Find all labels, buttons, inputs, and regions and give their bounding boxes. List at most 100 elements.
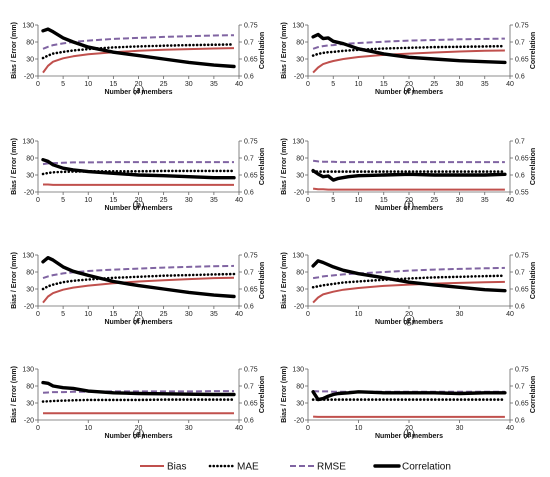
x-tick-label: 15 (380, 81, 388, 88)
x-tick-label: 30 (456, 197, 464, 204)
y-tick-label: -20 (294, 304, 304, 311)
series-line-correlation (41, 256, 236, 299)
x-tick-label: 25 (160, 311, 168, 318)
x-tick-label: 35 (210, 197, 218, 204)
series-line-mae (311, 44, 507, 57)
legend-label: Correlation (402, 462, 451, 473)
series-line-bias (312, 49, 505, 74)
y-tick-label: -20 (24, 304, 34, 311)
x-tick-label: 25 (430, 81, 438, 88)
chart-panel: -20 30 80 130 0.6 0.65 0.7 0.75 0 5 10 15 20 25 30 35 40… (281, 22, 537, 96)
y2-tick-label: 0.65 (515, 156, 529, 163)
y-tick-label: 30 (296, 401, 304, 408)
y2-axis-title: Correlation (530, 148, 537, 185)
legend-item-mae: MAE (208, 462, 259, 473)
series-line-rmse (312, 266, 505, 280)
x-axis-title: Number of members (104, 319, 172, 326)
x-tick-label: 20 (405, 197, 413, 204)
y-tick-label: -20 (294, 74, 304, 81)
x-tick-label: 40 (506, 425, 514, 432)
y-tick-label: 30 (26, 57, 34, 64)
x-tick-label: 20 (405, 311, 413, 318)
y2-tick-label: 0.65 (244, 401, 258, 408)
x-tick-label: 20 (135, 425, 143, 432)
x-tick-label: 35 (481, 197, 489, 204)
y2-tick-label: 0.65 (244, 57, 258, 64)
x-tick-label: 0 (36, 81, 40, 88)
x-tick-label: 30 (456, 81, 464, 88)
x-tick-label: 5 (331, 197, 335, 204)
x-tick-label: 40 (506, 311, 514, 318)
y2-axis-title: Correlation (530, 262, 537, 299)
x-axis-title: Number of members (104, 433, 172, 440)
x-tick-label: 30 (185, 197, 193, 204)
legend-label: Bias (167, 462, 186, 473)
y2-tick-label: 0.6 (244, 190, 254, 197)
x-tick-label: 10 (84, 311, 92, 318)
series-line-bias (312, 187, 505, 191)
x-axis-title: Number of members (104, 89, 172, 96)
y2-tick-label: 0.75 (515, 367, 529, 374)
y-tick-label: 80 (26, 40, 34, 47)
chart-panel: -20 30 80 130 0.6 0.65 0.7 0.75 0 10 20 30 40 Number … (281, 252, 537, 326)
series-line-bias (42, 47, 235, 74)
series-line-rmse (42, 264, 235, 280)
x-tick-label: 35 (210, 311, 218, 318)
y2-tick-label: 0.6 (515, 418, 525, 425)
panel-label: (e) (403, 85, 414, 96)
x-tick-label: 0 (36, 425, 40, 432)
panel-label: (f) (404, 200, 414, 211)
y2-tick-label: 0.75 (244, 23, 258, 30)
y2-axis-title: Correlation (530, 376, 537, 413)
x-tick-label: 20 (405, 81, 413, 88)
x-tick-label: 30 (456, 311, 464, 318)
series-line-correlation (311, 259, 507, 293)
x-tick-label: 40 (235, 425, 243, 432)
y2-tick-label: 0.65 (515, 57, 529, 64)
y2-axis-title: Correlation (259, 148, 266, 185)
y-tick-label: 130 (22, 23, 34, 30)
x-tick-label: 25 (160, 197, 168, 204)
y-axis-title: Bias / Error (mm) (281, 22, 288, 79)
y-tick-label: -20 (294, 418, 304, 425)
y-tick-label: -20 (24, 190, 34, 197)
y2-tick-label: 0.7 (244, 384, 254, 391)
y-tick-label: 30 (296, 57, 304, 64)
y-tick-label: 130 (292, 139, 304, 146)
legend: Bias MAE RMSE Correlation (140, 462, 451, 473)
y2-tick-label: 0.6 (244, 418, 254, 425)
series-line-correlation (311, 168, 507, 182)
x-tick-label: 5 (61, 197, 65, 204)
x-tick-label: 10 (355, 311, 363, 318)
y2-tick-label: 0.75 (515, 23, 529, 30)
y2-axis-title: Correlation (530, 32, 537, 69)
y2-tick-label: 0.65 (244, 287, 258, 294)
y2-tick-label: 0.75 (244, 367, 258, 374)
x-tick-label: 0 (36, 197, 40, 204)
x-tick-label: 0 (306, 197, 310, 204)
chart-panel: -20 30 80 130 0.6 0.65 0.7 0.75 0 5 10 15 20 25 30 35 40… (11, 22, 266, 96)
y2-tick-label: 0.6 (515, 74, 525, 81)
x-tick-label: 25 (430, 197, 438, 204)
y2-tick-label: 0.6 (244, 304, 254, 311)
legend-item-rmse: RMSE (290, 462, 346, 473)
y-tick-label: 80 (26, 384, 34, 391)
panel-label: (c) (133, 315, 144, 326)
series-line-correlation (41, 157, 236, 180)
series-line-correlation (311, 32, 507, 65)
y-tick-label: 130 (22, 139, 34, 146)
y-tick-label: 130 (22, 253, 34, 260)
y2-tick-label: 0.6 (515, 304, 525, 311)
x-tick-label: 20 (135, 197, 143, 204)
x-tick-label: 15 (109, 81, 117, 88)
x-axis-title: Number of members (375, 433, 443, 440)
x-axis-title: Number of members (375, 89, 443, 96)
x-tick-label: 5 (61, 81, 65, 88)
series-line-rmse (312, 37, 505, 50)
legend-label: RMSE (317, 462, 346, 473)
legend-item-bias: Bias (140, 462, 186, 473)
y-axis-title: Bias / Error (mm) (11, 366, 18, 423)
x-tick-label: 10 (355, 197, 363, 204)
series-line-rmse (42, 34, 235, 50)
legend-label: MAE (237, 462, 259, 473)
